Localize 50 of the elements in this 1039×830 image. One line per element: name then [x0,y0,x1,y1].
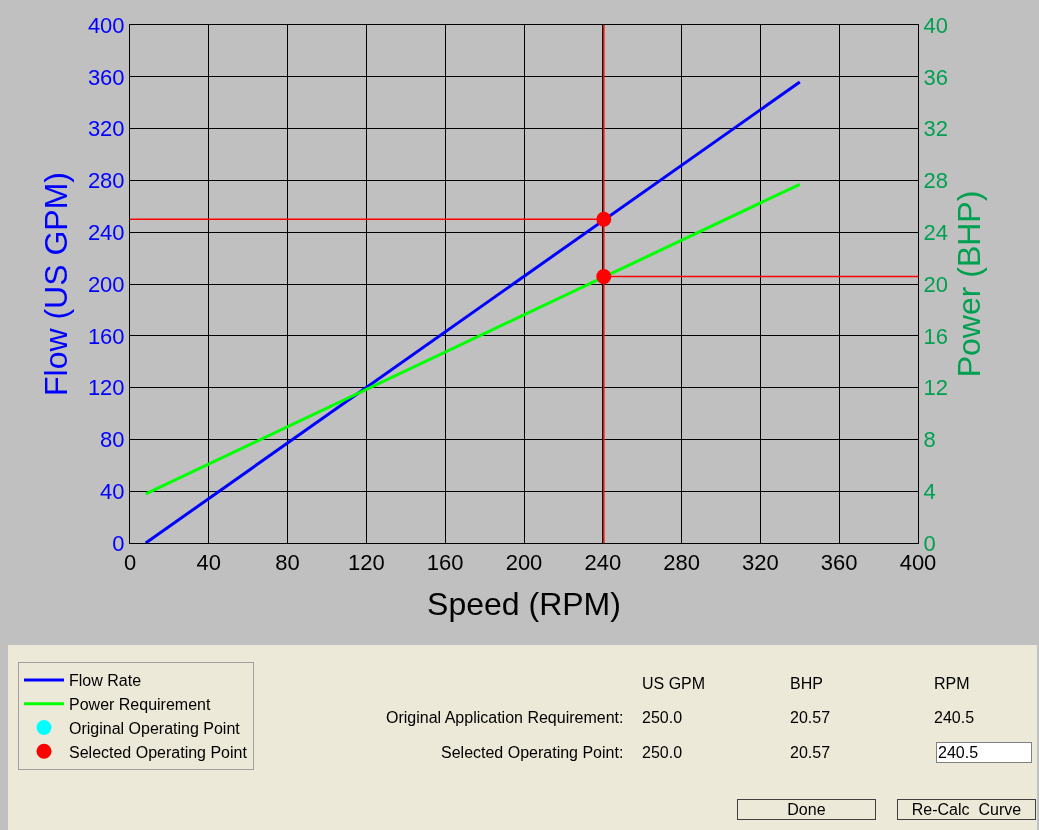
x-tick-label: 280 [663,550,700,576]
y-tick-label: 360 [87,64,125,90]
y2-tick-label: 8 [923,427,936,453]
x-tick-label: 160 [426,550,464,576]
y-tick-label: 240 [87,219,125,245]
x-tick-label: 200 [505,550,543,576]
text: 240.5 [934,709,975,726]
text: Re-Calc Curve [911,801,1022,818]
text: 250.0 [642,744,683,761]
legend-label: Selected Operating Point [69,743,248,761]
legend-label: Original Operating Point [69,719,241,737]
y2-tick-label: 12 [923,375,948,401]
text: 20.57 [790,709,831,726]
text: 250.0 [642,709,683,726]
legend-label: Power Requirement [69,695,211,713]
y2-tick-label: 32 [923,116,948,142]
y2-axis-title: Power (BHP) [950,190,987,378]
y-tick-label: 160 [87,323,125,349]
x-axis-title: Speed (RPM) [427,586,621,623]
text: 20.57 [790,744,831,761]
y2-tick-label: 4 [923,478,936,504]
text: Original Application Requirement: [386,709,624,726]
x-tick-label: 240 [584,550,622,576]
text: Selected Operating Point: [441,744,624,761]
y-tick-label: 120 [87,375,125,401]
x-tick-label: 40 [196,550,222,576]
y-tick-label: 80 [100,427,125,453]
x-tick-label: 320 [742,550,779,576]
y2-tick-label: 24 [923,219,948,245]
text: Done [787,801,826,818]
legend-label: Flow Rate [69,672,142,690]
text: 240.5 [938,744,979,761]
y-tick-label: 320 [87,116,125,142]
y-tick-label: 280 [87,168,125,194]
y2-tick-label: 20 [923,271,948,297]
y-tick-label: 0 [112,530,125,556]
text: RPM [934,675,970,692]
text: US GPM [642,675,706,692]
y2-tick-label: 28 [923,168,948,194]
y2-tick-label: 40 [923,12,948,38]
y-tick-label: 400 [87,12,125,38]
y2-tick-label: 16 [923,323,948,349]
y2-tick-label: 36 [923,64,948,90]
y-axis-title: Flow (US GPM) [38,172,75,396]
x-tick-label: 120 [348,550,385,576]
x-tick-label: 360 [820,550,858,576]
x-tick-label: 80 [275,550,300,576]
y-tick-label: 200 [87,271,125,297]
y-tick-label: 40 [100,478,125,504]
text: BHP [790,675,823,692]
